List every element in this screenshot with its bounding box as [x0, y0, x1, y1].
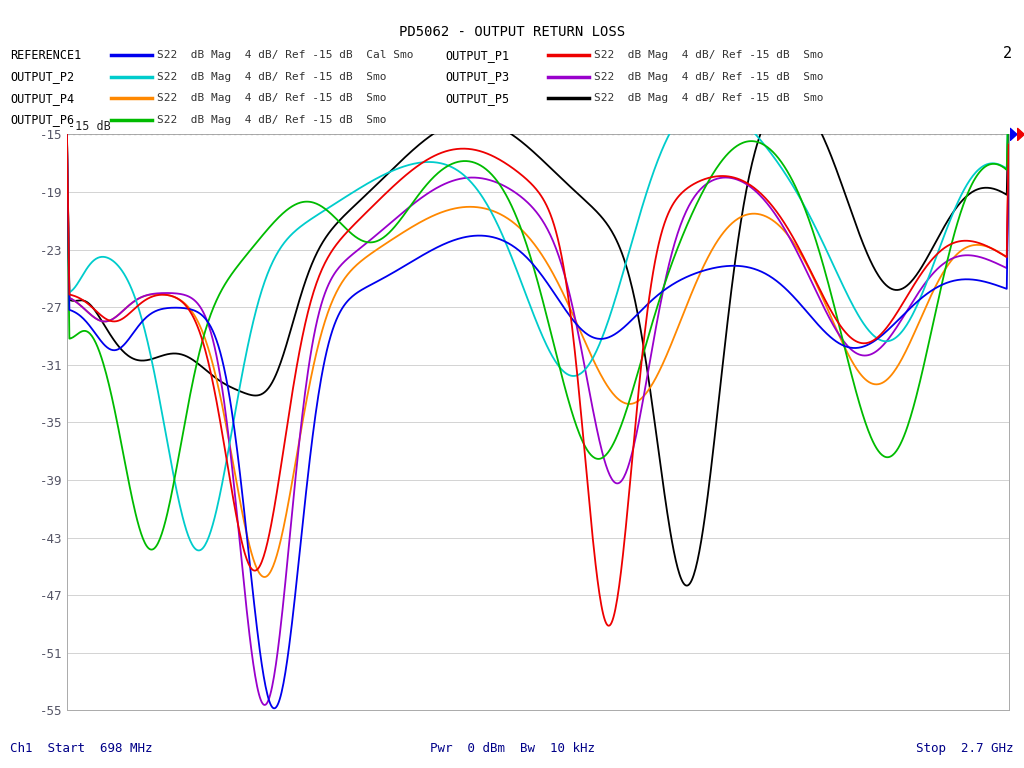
Text: S22  dB Mag  4 dB/ Ref -15 dB  Cal Smo: S22 dB Mag 4 dB/ Ref -15 dB Cal Smo [157, 50, 413, 61]
Text: Pwr  0 dBm  Bw  10 kHz: Pwr 0 dBm Bw 10 kHz [429, 743, 595, 755]
Text: OUTPUT_P3: OUTPUT_P3 [445, 71, 510, 83]
Text: REFERENCE1: REFERENCE1 [10, 49, 82, 61]
Text: S22  dB Mag  4 dB/ Ref -15 dB  Smo: S22 dB Mag 4 dB/ Ref -15 dB Smo [594, 93, 823, 104]
Text: Stop  2.7 GHz: Stop 2.7 GHz [916, 743, 1014, 755]
Text: OUTPUT_P4: OUTPUT_P4 [10, 92, 75, 104]
Polygon shape [1018, 128, 1024, 141]
Text: 2: 2 [1002, 46, 1012, 61]
Text: S22  dB Mag  4 dB/ Ref -15 dB  Smo: S22 dB Mag 4 dB/ Ref -15 dB Smo [594, 71, 823, 82]
Text: OUTPUT_P6: OUTPUT_P6 [10, 114, 75, 126]
Text: S22  dB Mag  4 dB/ Ref -15 dB  Smo: S22 dB Mag 4 dB/ Ref -15 dB Smo [157, 71, 386, 82]
Polygon shape [1010, 128, 1017, 141]
Text: OUTPUT_P5: OUTPUT_P5 [445, 92, 510, 104]
Text: OUTPUT_P2: OUTPUT_P2 [10, 71, 75, 83]
Text: Ch1  Start  698 MHz: Ch1 Start 698 MHz [10, 743, 153, 755]
Text: OUTPUT_P1: OUTPUT_P1 [445, 49, 510, 61]
Text: PD5062 - OUTPUT RETURN LOSS: PD5062 - OUTPUT RETURN LOSS [399, 25, 625, 39]
Text: S22  dB Mag  4 dB/ Ref -15 dB  Smo: S22 dB Mag 4 dB/ Ref -15 dB Smo [594, 50, 823, 61]
Text: S22  dB Mag  4 dB/ Ref -15 dB  Smo: S22 dB Mag 4 dB/ Ref -15 dB Smo [157, 93, 386, 104]
Text: S22  dB Mag  4 dB/ Ref -15 dB  Smo: S22 dB Mag 4 dB/ Ref -15 dB Smo [157, 114, 386, 125]
Text: -15 dB: -15 dB [69, 120, 112, 133]
